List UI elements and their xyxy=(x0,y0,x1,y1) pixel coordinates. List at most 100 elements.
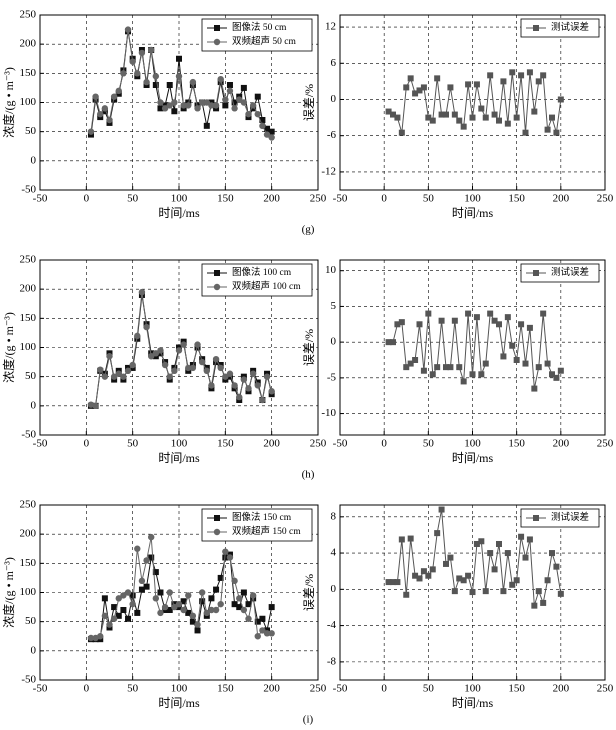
y-tick-label: -50 xyxy=(21,429,36,441)
marker xyxy=(533,270,539,276)
y-tick-label: 150 xyxy=(20,67,37,79)
marker xyxy=(171,108,178,115)
marker xyxy=(491,566,498,573)
marker xyxy=(175,73,183,80)
marker xyxy=(533,25,539,31)
marker xyxy=(429,117,436,124)
x-tick-label: 0 xyxy=(381,683,387,695)
marker xyxy=(394,321,401,328)
marker xyxy=(487,72,494,79)
x-tick-label: 200 xyxy=(263,193,280,205)
marker xyxy=(180,606,187,614)
marker xyxy=(390,111,396,118)
marker xyxy=(254,618,261,625)
marker xyxy=(420,568,427,575)
marker xyxy=(544,360,551,367)
marker xyxy=(473,540,480,547)
marker xyxy=(416,87,423,94)
marker xyxy=(438,111,445,118)
x-tick-label: 150 xyxy=(508,683,525,695)
marker xyxy=(259,627,266,634)
marker xyxy=(522,554,529,561)
marker xyxy=(185,592,192,599)
x-tick-label: 50 xyxy=(127,683,139,695)
marker xyxy=(553,129,560,136)
y-tick-label: 150 xyxy=(20,312,37,324)
marker xyxy=(465,572,472,579)
x-axis-label: 时间/ms xyxy=(158,696,200,710)
y-tick-label: -50 xyxy=(21,674,36,686)
marker xyxy=(496,540,502,547)
marker xyxy=(129,58,136,65)
marker xyxy=(522,129,529,136)
marker xyxy=(518,72,525,79)
marker xyxy=(268,134,275,141)
marker xyxy=(447,84,454,91)
y-tick-label: 12 xyxy=(325,21,336,33)
marker xyxy=(240,606,248,614)
marker xyxy=(412,357,419,363)
marker xyxy=(451,588,458,595)
marker xyxy=(385,339,392,346)
x-tick-label: 250 xyxy=(310,683,327,695)
marker xyxy=(469,114,476,121)
marker xyxy=(106,353,113,360)
y-tick-label: 6 xyxy=(331,57,337,69)
marker xyxy=(87,634,95,642)
marker xyxy=(157,609,164,617)
x-tick-label: -50 xyxy=(33,193,48,205)
marker xyxy=(249,370,257,377)
panel-label: (g) xyxy=(302,224,315,236)
marker xyxy=(482,588,489,595)
legend-box xyxy=(201,18,313,52)
x-tick-label: 200 xyxy=(263,683,280,695)
marker xyxy=(456,117,463,124)
x-tick-label: 100 xyxy=(171,683,188,695)
marker xyxy=(214,25,220,31)
y-axis-label: 浓度/(g • m⁻³) xyxy=(1,67,16,138)
x-axis-label: 时间/ms xyxy=(452,206,494,220)
marker xyxy=(526,69,533,76)
marker xyxy=(189,618,196,625)
plot-frame xyxy=(339,259,606,436)
marker xyxy=(245,601,252,608)
marker xyxy=(504,314,511,321)
marker xyxy=(509,69,516,76)
x-tick-label: 0 xyxy=(381,438,387,450)
marker xyxy=(420,367,427,374)
legend-label: 测试误差 xyxy=(551,21,589,33)
x-tick-label: -50 xyxy=(33,438,48,450)
marker xyxy=(198,99,206,106)
marker xyxy=(518,533,525,540)
marker xyxy=(264,125,271,132)
marker xyxy=(249,592,257,599)
marker xyxy=(254,633,261,640)
marker xyxy=(138,577,146,585)
marker xyxy=(557,96,564,103)
marker xyxy=(213,528,221,536)
panel-label: (i) xyxy=(303,714,314,726)
marker xyxy=(97,110,104,118)
marker xyxy=(469,371,476,378)
marker xyxy=(478,538,485,545)
marker xyxy=(111,604,118,611)
legend-label: 测试误差 xyxy=(551,511,589,523)
x-tick-label: 0 xyxy=(84,193,90,205)
marker xyxy=(231,577,238,585)
x-tick-label: 250 xyxy=(310,193,327,205)
marker xyxy=(152,350,160,357)
plot-frame xyxy=(339,14,606,191)
legend-box xyxy=(520,263,600,283)
y-tick-label: 100 xyxy=(20,586,37,598)
y-tick-label: -50 xyxy=(21,184,36,196)
marker xyxy=(398,319,405,326)
marker xyxy=(217,364,224,372)
marker xyxy=(115,87,122,95)
marker xyxy=(487,550,494,557)
marker xyxy=(460,378,467,385)
marker xyxy=(157,589,164,596)
marker xyxy=(425,572,432,579)
y-tick-label: 0 xyxy=(331,93,337,105)
marker xyxy=(110,93,118,100)
